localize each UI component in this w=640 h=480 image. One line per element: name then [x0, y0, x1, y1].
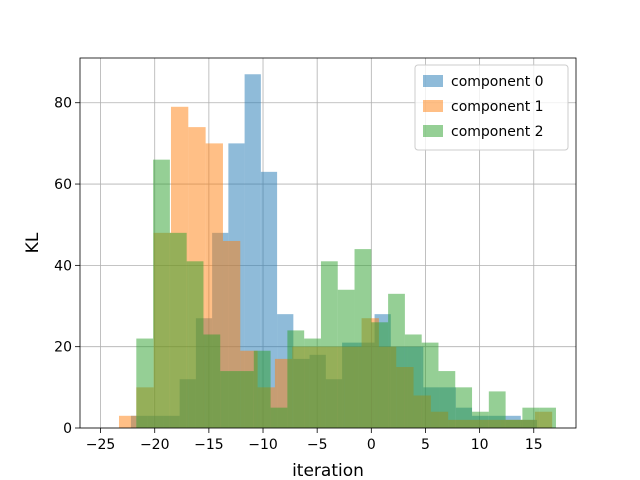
x-tick-label: −20 — [140, 437, 170, 453]
histogram-bar — [136, 338, 154, 428]
histogram-bars — [118, 74, 556, 429]
histogram-bar — [153, 159, 170, 428]
histogram-bar — [270, 407, 288, 428]
histogram-bar — [237, 371, 254, 428]
x-tick-label: −5 — [307, 437, 328, 453]
x-tick-label: 5 — [421, 437, 430, 453]
histogram-bar — [253, 350, 271, 428]
histogram-bar — [421, 342, 439, 428]
histogram-bar — [354, 249, 372, 428]
histogram-bar — [203, 334, 221, 428]
y-tick-label: 20 — [54, 340, 72, 356]
histogram-bar — [438, 371, 456, 428]
y-tick-label: 60 — [54, 177, 72, 193]
legend-label: component 2 — [451, 124, 544, 140]
legend-box — [414, 64, 569, 151]
y-axis-ticks: 0 20 40 60 80 — [54, 96, 80, 437]
legend-swatch — [423, 75, 443, 87]
histogram-bar — [186, 261, 204, 428]
histogram-bar — [388, 293, 405, 428]
y-axis-label: KL — [23, 232, 43, 253]
y-tick-label: 0 — [63, 421, 72, 437]
histogram-bar — [505, 419, 523, 428]
x-tick-label: −25 — [86, 437, 116, 453]
x-tick-label: 15 — [525, 437, 543, 453]
legend-swatch — [423, 100, 443, 112]
histogram-bar — [539, 407, 556, 428]
histogram-bar — [169, 232, 187, 428]
x-tick-label: 10 — [471, 437, 489, 453]
x-axis-ticks: −25 −20 −15 −10 −5 0 5 10 15 — [86, 428, 543, 453]
x-tick-label: −10 — [248, 437, 278, 453]
plot-frame — [79, 57, 577, 429]
histogram-bar — [488, 391, 506, 428]
x-tick-label: −15 — [194, 437, 224, 453]
y-tick-label: 40 — [54, 258, 72, 274]
histogram-bar — [287, 330, 305, 428]
histogram-bar — [371, 322, 389, 428]
histogram-bar — [118, 415, 137, 428]
legend-label: component 1 — [451, 99, 544, 115]
histogram-bar — [472, 411, 489, 428]
histogram-bar — [304, 338, 321, 428]
histogram-bar — [522, 407, 540, 428]
histogram-bar — [337, 289, 355, 428]
y-tick-label: 80 — [54, 96, 72, 112]
legend-swatch — [423, 125, 443, 137]
legend: component 0 component 1 component 2 — [414, 64, 569, 151]
legend-label: component 0 — [451, 74, 544, 90]
histogram-bar — [404, 334, 422, 428]
x-tick-label: 0 — [367, 437, 376, 453]
histogram-bar — [244, 74, 261, 428]
series-2-bars — [136, 159, 556, 428]
histogram-bar — [320, 261, 338, 428]
x-axis-label: iteration — [292, 461, 364, 480]
histogram-bar — [220, 371, 238, 428]
histogram-bar — [455, 387, 473, 428]
